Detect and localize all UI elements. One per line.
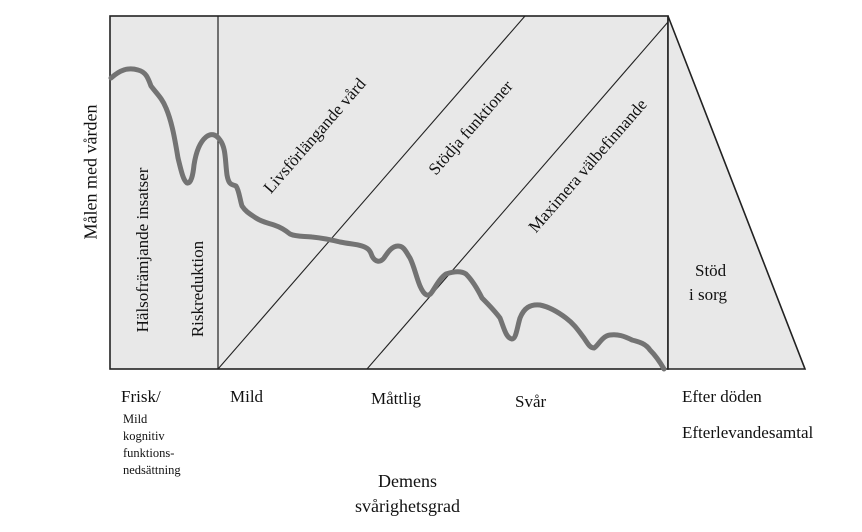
x-axis-label-line-2: svårighetsgrad	[355, 496, 460, 516]
band-label-risk-reduction: Riskreduktion	[188, 240, 207, 338]
bereavement-support-label: Stöd i sorg	[689, 259, 727, 307]
stage-efter-doden: Efter döden	[682, 387, 762, 406]
main-panel	[109, 15, 669, 370]
stage-mild: Mild	[230, 387, 264, 406]
stage-svar: Svår	[515, 392, 547, 411]
stage-frisk-sub-1: Mild	[123, 412, 148, 426]
health-trajectory-curve	[108, 66, 667, 372]
stage-frisk: Frisk/	[121, 387, 161, 406]
bereavement-line-1: Stöd	[695, 261, 727, 280]
stage-frisk-sub-4: nedsättning	[123, 463, 181, 477]
after-death-panel	[667, 15, 807, 370]
x-axis-label-line-1: Demens	[377, 471, 437, 491]
stage-efterlevandesamtal: Efterlevandesamtal	[682, 423, 814, 442]
stage-mattlig: Måttlig	[371, 389, 422, 408]
band-label-health-promotion: Hälsofrämjande insatser	[133, 167, 152, 333]
bereavement-line-2: i sorg	[689, 285, 727, 304]
x-axis-label: Demens svårighetsgrad	[355, 469, 460, 519]
stage-frisk-sub-2: kognitiv	[123, 429, 165, 443]
y-axis-label: Målen med vården	[80, 104, 101, 240]
stage-frisk-sub-3: funktions-	[123, 446, 175, 460]
diagonal-divider-2	[366, 21, 669, 370]
diagonal-divider-1	[217, 15, 526, 370]
stage-frisk-subtext: Mild kognitiv funktions- nedsättning	[123, 411, 181, 479]
